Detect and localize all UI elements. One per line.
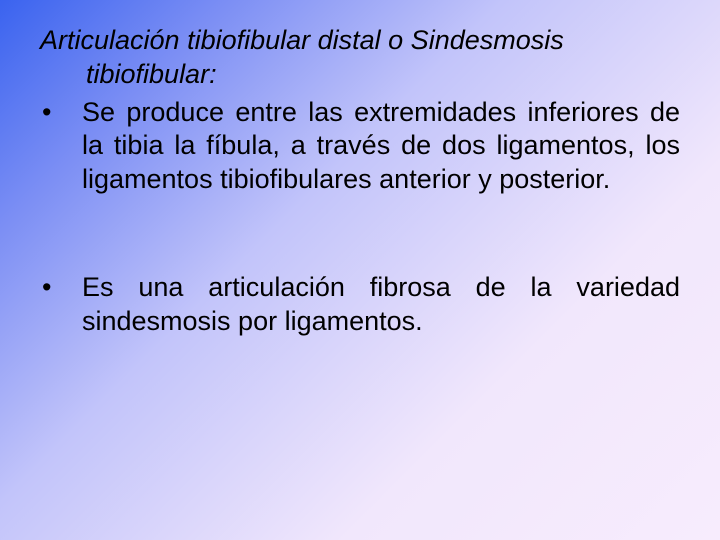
bullet-item: • Se produce entre las extremidades infe… <box>36 96 680 197</box>
slide: Articulación tibiofibular distal o Sinde… <box>0 0 720 540</box>
heading-line-1: Articulación tibiofibular distal o Sinde… <box>40 25 564 55</box>
slide-heading: Articulación tibiofibular distal o Sinde… <box>36 24 680 92</box>
heading-line-2: tibiofibular: <box>40 58 680 92</box>
bullet-marker-icon: • <box>36 271 82 339</box>
bullet-marker-icon: • <box>36 96 82 197</box>
bullet-text: Se produce entre las extremidades inferi… <box>82 96 680 197</box>
bullet-text: Es una articulación fibrosa de la varied… <box>82 271 680 339</box>
bullet-item: • Es una articulación fibrosa de la vari… <box>36 271 680 339</box>
